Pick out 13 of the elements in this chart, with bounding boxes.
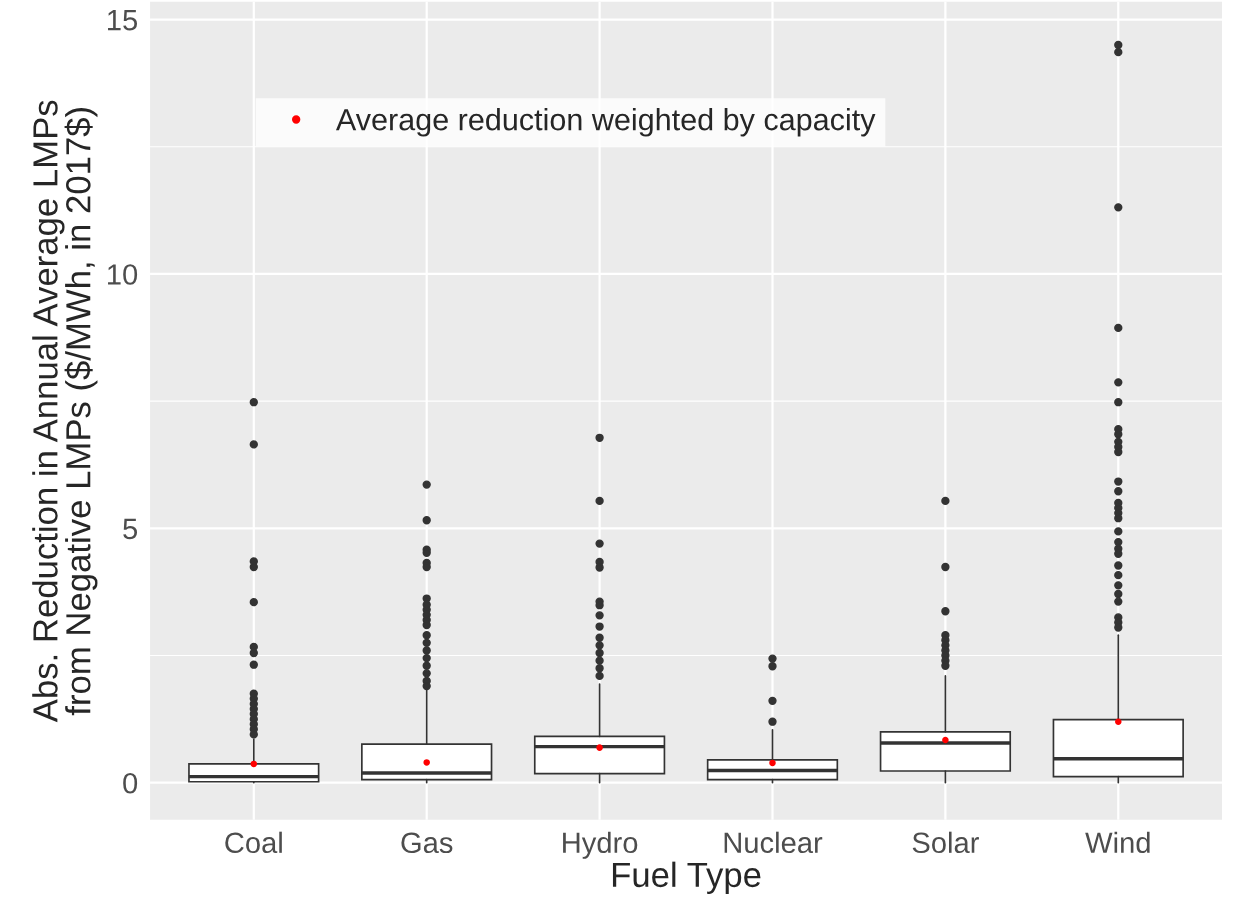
x-tick-label: Wind	[1085, 831, 1150, 854]
x-tick-label: Gas	[401, 832, 453, 854]
x-tick-label: Hydro	[563, 831, 638, 859]
y-tick-label: 0	[123, 772, 138, 794]
x-tick-label: Nuclear	[724, 831, 823, 854]
y-axis-title: Abs. Reduction in Annual Average LMPs from Negative LMPs ($/MWh, in 2017$)	[32, 100, 98, 723]
y-tick-label: 10	[108, 264, 138, 285]
x-tick-label: Coal	[225, 831, 282, 854]
x-axis-title: Fuel Type	[612, 861, 761, 895]
y-tick-label: 5	[123, 518, 138, 540]
y-tick-label: 15	[108, 10, 138, 31]
legend-label: Average reduction weighted by capacity	[335, 108, 876, 137]
x-tick-label: Solar	[912, 831, 979, 854]
